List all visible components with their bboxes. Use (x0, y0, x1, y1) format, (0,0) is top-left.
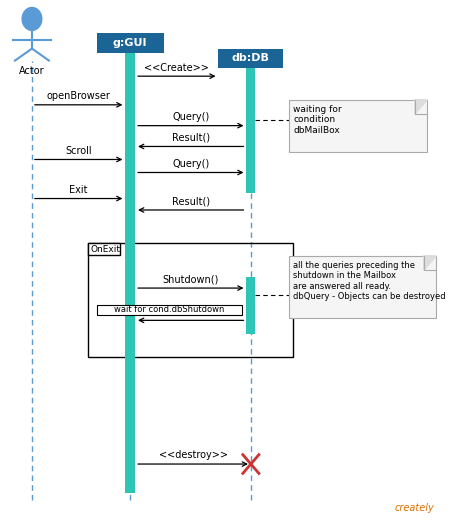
Text: openBrowser: openBrowser (47, 91, 110, 101)
Text: <<Create>>: <<Create>> (145, 63, 209, 73)
FancyBboxPatch shape (125, 53, 135, 493)
Circle shape (22, 7, 42, 30)
Text: Query(): Query() (172, 112, 210, 122)
Text: Done: Done (178, 307, 204, 317)
Text: waiting for
condition
dbMailBox: waiting for condition dbMailBox (293, 105, 342, 135)
Text: wait for cond.dbShutdown: wait for cond.dbShutdown (114, 305, 225, 314)
FancyBboxPatch shape (246, 68, 255, 193)
Text: db:DB: db:DB (232, 53, 270, 64)
Text: OnExit: OnExit (90, 244, 120, 254)
FancyBboxPatch shape (97, 305, 242, 315)
Text: Result(): Result() (172, 133, 210, 143)
Text: Actor: Actor (19, 66, 45, 76)
Text: Exit: Exit (69, 185, 88, 195)
Text: creately: creately (394, 504, 434, 514)
FancyBboxPatch shape (219, 49, 283, 68)
FancyBboxPatch shape (88, 243, 120, 255)
FancyBboxPatch shape (289, 100, 428, 152)
Text: Shutdown(): Shutdown() (163, 275, 219, 284)
FancyBboxPatch shape (97, 33, 164, 53)
Text: Result(): Result() (172, 196, 210, 206)
Text: <<destroy>>: <<destroy>> (158, 450, 228, 460)
Text: Query(): Query() (172, 159, 210, 169)
Text: g:GUI: g:GUI (113, 38, 147, 48)
FancyBboxPatch shape (289, 256, 436, 318)
Polygon shape (424, 256, 436, 270)
Text: all the queries preceding the
shutdown in the Mailbox
are answered all ready.
db: all the queries preceding the shutdown i… (293, 261, 446, 301)
Polygon shape (415, 100, 428, 114)
FancyBboxPatch shape (246, 277, 255, 334)
Text: Scroll: Scroll (65, 146, 92, 156)
